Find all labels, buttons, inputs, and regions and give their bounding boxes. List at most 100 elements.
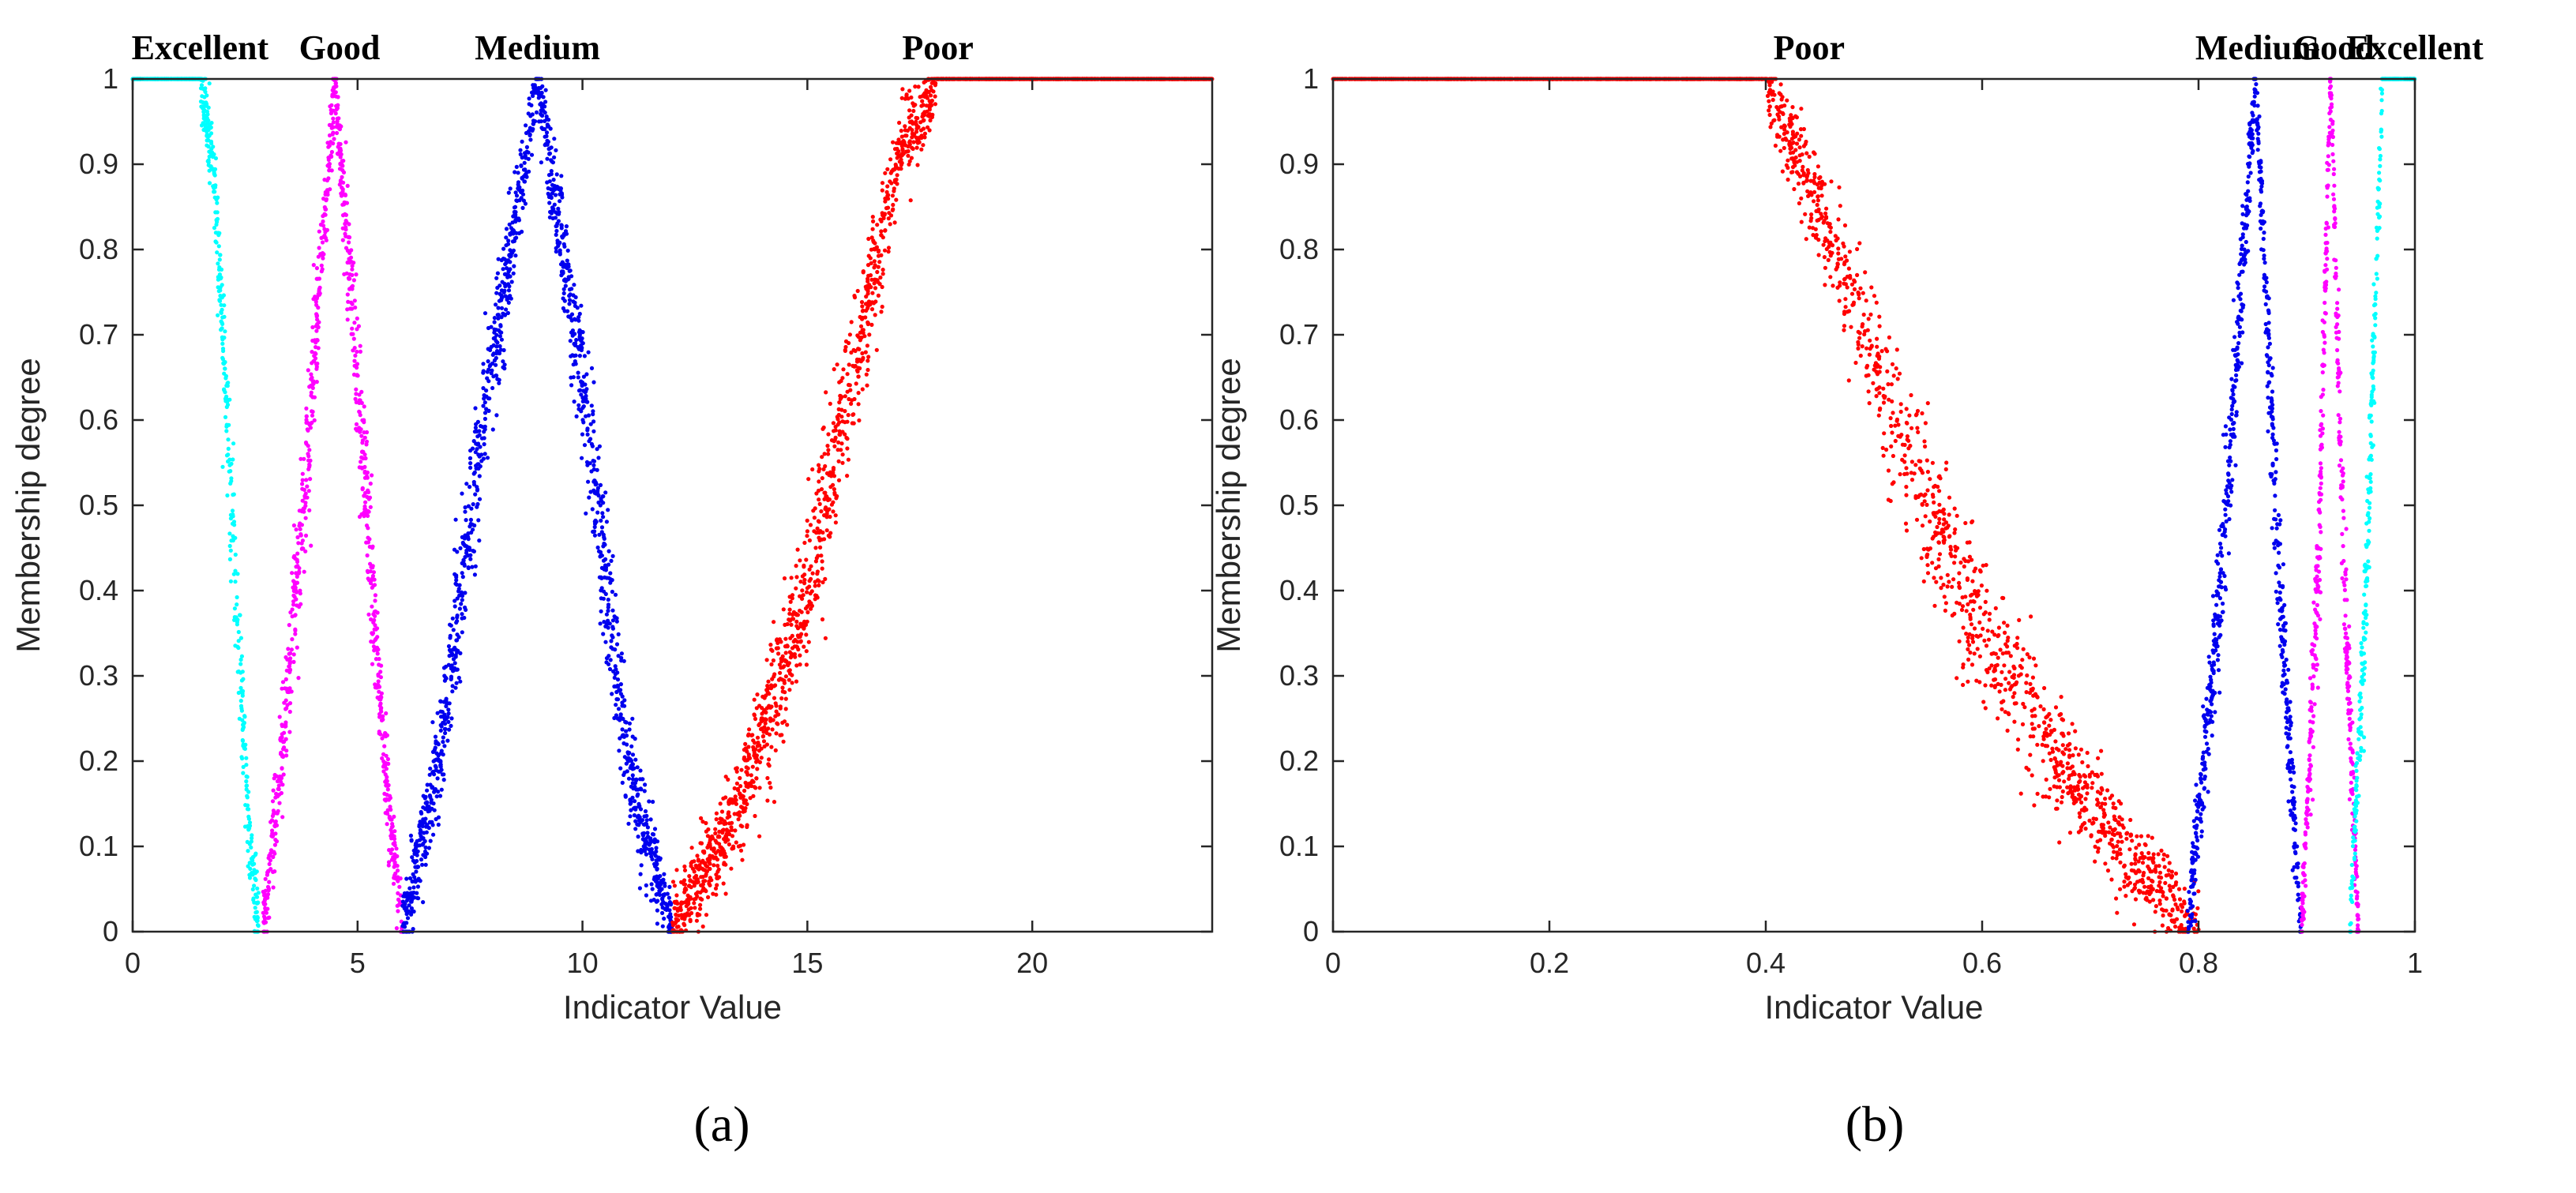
data-point (448, 622, 452, 627)
data-point (350, 302, 355, 306)
data-point (820, 617, 825, 622)
data-point (579, 409, 584, 414)
data-point (250, 855, 255, 860)
data-point (280, 766, 284, 771)
data-point (570, 353, 575, 358)
data-point (423, 845, 428, 850)
data-point (620, 780, 625, 786)
data-point (245, 803, 250, 808)
data-point (360, 438, 365, 443)
data-point (340, 174, 344, 179)
data-point (431, 832, 436, 837)
data-point (820, 426, 825, 431)
data-point (292, 553, 297, 558)
data-point (866, 367, 870, 373)
data-point (448, 636, 452, 640)
data-point (368, 505, 373, 509)
data-point (226, 446, 231, 452)
data-point (502, 281, 507, 286)
data-point (897, 120, 902, 126)
data-point (807, 579, 812, 583)
data-point (238, 699, 243, 703)
data-point (836, 478, 842, 482)
data-point (747, 727, 752, 732)
data-point (423, 862, 428, 867)
data-point (357, 410, 362, 415)
data-point (568, 339, 573, 343)
data-point (338, 162, 343, 167)
data-point (276, 783, 281, 788)
data-point (446, 643, 452, 649)
data-point (891, 140, 896, 144)
data-point (261, 910, 265, 915)
data-point (366, 535, 370, 540)
data-point (621, 741, 626, 746)
data-point (875, 269, 880, 275)
data-point (755, 692, 760, 697)
data-point (421, 900, 426, 905)
data-point (693, 906, 697, 910)
data-point (543, 134, 547, 139)
data-point (231, 514, 235, 519)
data-point (699, 875, 704, 880)
data-point (351, 336, 356, 341)
data-point (494, 351, 499, 356)
data-point (531, 118, 536, 123)
data-point (518, 148, 523, 152)
data-point (319, 253, 324, 257)
data-point (580, 399, 585, 403)
data-point (911, 140, 916, 144)
data-point (463, 505, 468, 510)
data-point (906, 144, 911, 149)
data-point (261, 900, 266, 905)
data-point (307, 422, 312, 427)
data-point (599, 609, 603, 613)
data-point (205, 159, 210, 163)
data-point (520, 205, 525, 210)
data-point (322, 227, 327, 231)
data-point (304, 478, 309, 482)
data-point (491, 374, 496, 379)
data-point (267, 880, 272, 884)
data-point (723, 775, 728, 779)
data-point (408, 833, 414, 838)
data-point (469, 506, 474, 511)
data-point (359, 460, 363, 464)
data-point (293, 632, 298, 636)
data-point (554, 232, 558, 237)
data-point (522, 160, 527, 165)
data-point (239, 654, 244, 658)
data-point (820, 455, 824, 460)
data-point (444, 699, 449, 704)
data-point (214, 197, 219, 202)
data-point (236, 645, 241, 651)
data-point (281, 739, 287, 745)
data-point (441, 772, 446, 777)
data-point (289, 647, 294, 652)
data-point (366, 490, 371, 495)
data-point (330, 88, 335, 92)
data-point (589, 403, 594, 408)
data-point (636, 849, 640, 853)
data-point (825, 444, 830, 448)
data-point (385, 756, 390, 762)
data-point (485, 456, 490, 460)
data-point (648, 851, 652, 856)
data-point (516, 182, 520, 187)
data-point (407, 886, 412, 891)
data-point (575, 306, 580, 310)
data-point (291, 585, 296, 591)
scatter-series-4 (670, 77, 1215, 934)
data-point (331, 120, 336, 125)
data-point (349, 285, 354, 290)
data-point (661, 892, 666, 897)
data-point (512, 264, 516, 268)
data-point (423, 801, 428, 805)
data-point (324, 191, 329, 196)
data-point (843, 347, 847, 352)
data-point (881, 268, 885, 272)
data-point (873, 286, 878, 291)
data-point (234, 615, 238, 620)
data-point (288, 610, 293, 615)
data-point (921, 143, 926, 148)
